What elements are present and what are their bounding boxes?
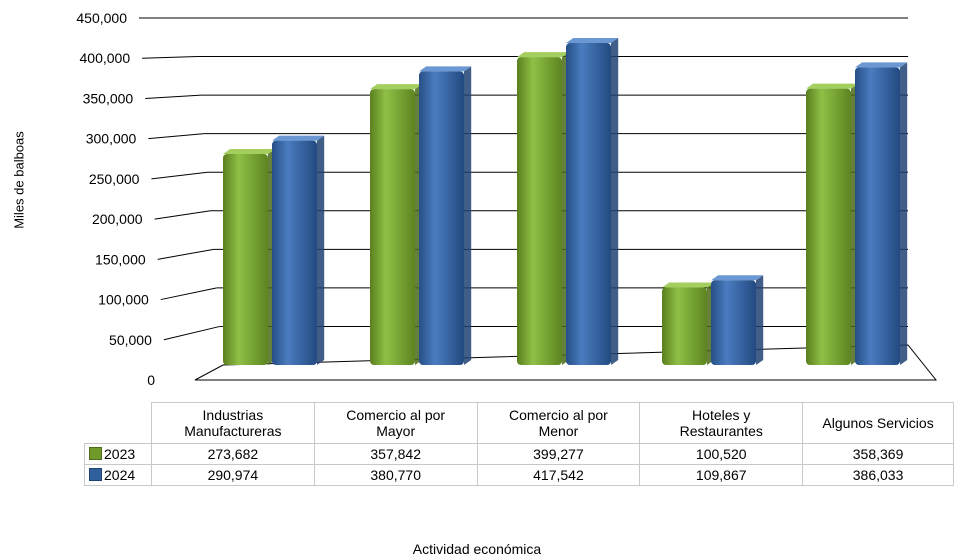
y-tick-label: 100,000 (98, 292, 149, 308)
table-cell: 399,277 (476, 443, 641, 465)
y-tick-label: 250,000 (89, 171, 140, 187)
category-label: Comercio al por Mayor (313, 402, 478, 444)
bar-top-2024 (711, 275, 764, 281)
axis-tick-connector (142, 56, 199, 59)
y-tick-label: 400,000 (80, 50, 131, 66)
bar-2023 (370, 89, 415, 365)
bar-2023 (806, 88, 851, 365)
bar-side-2024 (611, 38, 619, 366)
axis-tick-connector (157, 248, 214, 260)
y-tick-label: 150,000 (95, 251, 146, 267)
legend-entry-2024: 2024 (84, 464, 152, 486)
y-axis-title: Miles de balboas (11, 131, 27, 229)
category-label: Comercio al por Menor (476, 402, 641, 444)
bar-chart: 0 50,000 100,000 150,000 200,000 250,000 300,0… (76, 10, 938, 388)
y-tick-label: 300,000 (86, 131, 137, 147)
table-cell: 380,770 (313, 464, 478, 486)
y-tick-label: 0 (147, 372, 155, 388)
table-cell: 273,682 (150, 443, 315, 465)
floor-outline (194, 344, 938, 381)
legend-entry-2023: 2023 (84, 443, 152, 465)
category-label: Hoteles y Restaurantes (639, 402, 804, 444)
data-table: Industrias Manufactureras Comercio al por… (84, 402, 954, 486)
axis-tick-connector (163, 325, 221, 341)
category-label: Algunos Servicios (802, 402, 954, 444)
table-row-2023: 2023 273,682 357,842 399,277 100,520 358… (84, 443, 954, 465)
bar-top-2023 (370, 84, 423, 90)
legend-swatch-green (89, 447, 102, 460)
y-tick-label: 50,000 (109, 332, 152, 348)
legend-swatch-blue (89, 468, 102, 481)
table-cell: 290,974 (150, 464, 315, 486)
table-cell: 358,369 (802, 443, 954, 465)
y-tick-label: 350,000 (83, 90, 134, 106)
bar-top-2023 (517, 52, 570, 58)
table-cell: 357,842 (313, 443, 478, 465)
bar-2024 (855, 67, 900, 366)
axis-tick-connector (151, 171, 208, 180)
y-tick-label: 200,000 (92, 211, 143, 227)
bar-2024 (711, 280, 756, 365)
table-row-2024: 2024 290,974 380,770 417,542 109,867 386… (84, 464, 954, 486)
x-axis-title: Actividad económica (412, 541, 542, 557)
table-cell: 109,867 (639, 464, 804, 486)
bar-2024 (272, 140, 317, 365)
bar-side-2024 (464, 66, 472, 365)
bar-top-2024 (855, 62, 908, 68)
bar-side-2024 (900, 62, 908, 366)
axis-tick-connector (154, 210, 211, 220)
bar-top-2023 (806, 83, 859, 89)
table-cell: 417,542 (476, 464, 641, 486)
bar-top-2024 (419, 66, 472, 72)
bar-2023 (223, 153, 268, 365)
category-label: Industrias Manufactureras (150, 402, 315, 444)
bar-top-2024 (566, 38, 619, 44)
axis-tick-connector (160, 287, 217, 301)
table-corner (85, 403, 152, 444)
bar-side-2024 (317, 135, 325, 365)
bar-2023 (662, 287, 707, 365)
bar-top-2024 (272, 135, 325, 141)
bar-2024 (419, 71, 464, 365)
axis-tick-connector (148, 133, 205, 140)
bar-top-2023 (223, 148, 276, 154)
bar-top-2023 (662, 282, 715, 288)
bar-2024 (566, 43, 611, 366)
axis-tick-connector (145, 94, 202, 99)
bar-side-2024 (756, 275, 764, 365)
y-tick-label: 450,000 (76, 10, 127, 26)
table-cell: 386,033 (802, 464, 954, 486)
table-header-row: Industrias Manufactureras Comercio al por… (85, 402, 954, 444)
bar-2023 (517, 57, 562, 365)
table-cell: 100,520 (639, 443, 804, 465)
